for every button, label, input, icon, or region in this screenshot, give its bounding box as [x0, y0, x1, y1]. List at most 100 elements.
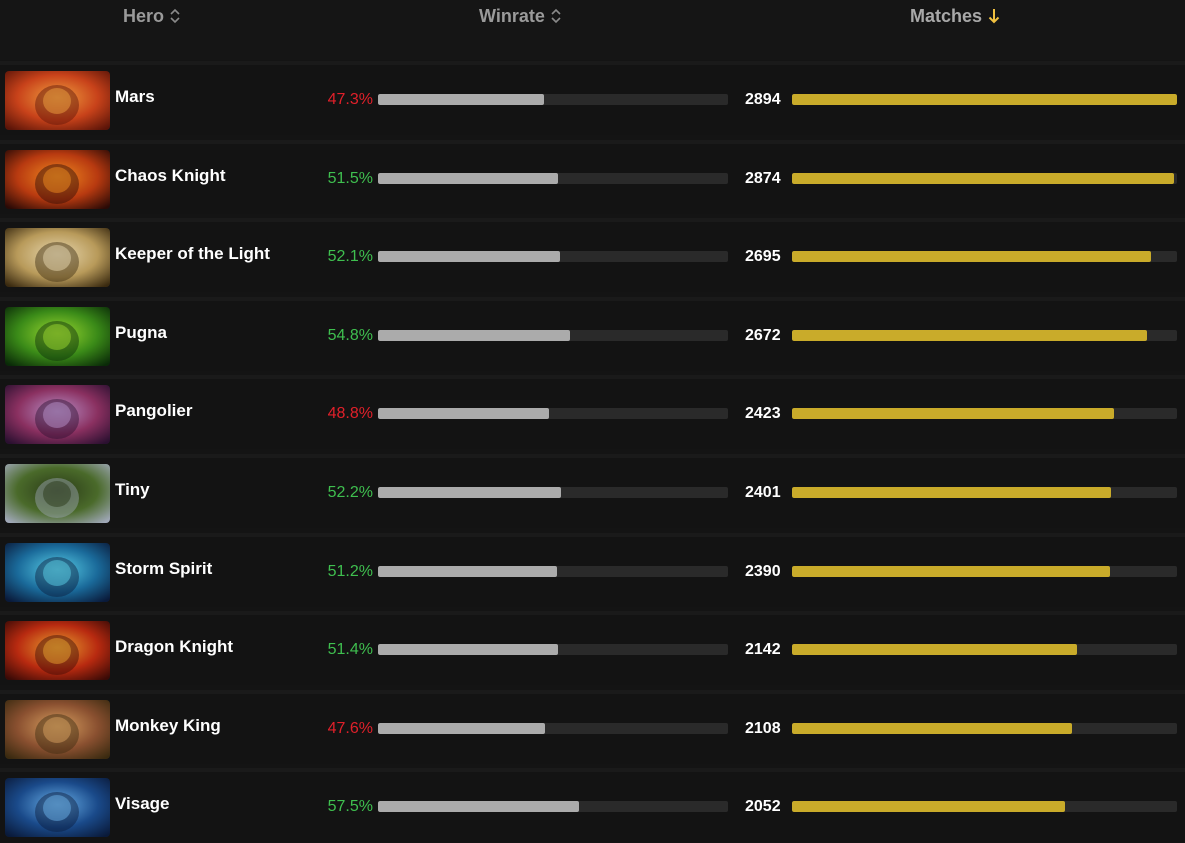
matches-bar-fill: [792, 251, 1151, 263]
matches-bar-fill: [792, 94, 1177, 105]
hero-portrait[interactable]: [5, 464, 110, 523]
hero-portrait[interactable]: [5, 385, 110, 445]
table-row[interactable]: Mars 47.3% 2894: [0, 61, 1185, 135]
table-row[interactable]: Pugna 54.8% 2672: [0, 296, 1185, 371]
matches-value: 2401: [745, 484, 781, 501]
hero-column-header[interactable]: Hero: [123, 4, 180, 28]
sort-down-arrow-icon: [988, 9, 1000, 24]
matches-bar-fill: [792, 172, 1175, 184]
matches-value: 2672: [745, 326, 781, 344]
winrate-bar-track: [378, 722, 728, 734]
matches-value: 2052: [745, 798, 781, 816]
matches-value: 2894: [745, 91, 781, 108]
winrate-bar-track: [378, 487, 728, 498]
matches-bar-track: [792, 329, 1177, 341]
hero-name[interactable]: Chaos Knight: [115, 165, 226, 185]
matches-bar-track: [792, 251, 1177, 263]
hero-portrait[interactable]: [5, 306, 110, 366]
matches-bar-track: [792, 644, 1177, 656]
winrate-bar-track: [378, 251, 728, 263]
winrate-column-header[interactable]: Winrate: [479, 4, 561, 28]
table-header: Hero Winrate Matches: [0, 0, 1185, 60]
matches-bar-fill: [792, 329, 1148, 341]
hero-portrait[interactable]: [5, 228, 110, 288]
matches-column-header[interactable]: Matches: [910, 4, 1000, 28]
table-row[interactable]: Visage 57.5% 2052: [0, 768, 1185, 843]
hero-name[interactable]: Visage: [115, 794, 170, 814]
winrate-column-label: Winrate: [479, 5, 545, 26]
winrate-value: 47.6%: [327, 719, 373, 737]
matches-value: 2108: [745, 719, 781, 737]
matches-bar-fill: [792, 644, 1077, 656]
winrate-value: 47.3%: [327, 91, 373, 108]
hero-name[interactable]: Mars: [115, 87, 155, 106]
hero-name[interactable]: Dragon Knight: [115, 637, 234, 657]
matches-bar-track: [792, 172, 1177, 184]
matches-value: 2142: [745, 641, 781, 659]
winrate-bar-fill: [378, 408, 549, 420]
hero-name[interactable]: Storm Spirit: [115, 558, 213, 578]
table-row[interactable]: Monkey King 47.6% 2108: [0, 689, 1185, 764]
matches-bar-track: [792, 94, 1177, 105]
winrate-value: 52.2%: [327, 484, 373, 501]
table-row[interactable]: Pangolier 48.8% 2423: [0, 375, 1185, 450]
hero-portrait[interactable]: [5, 778, 110, 838]
winrate-bar-fill: [378, 644, 558, 656]
winrate-bar-track: [378, 644, 728, 656]
hero-name[interactable]: Pugna: [115, 322, 167, 342]
matches-bar-track: [792, 408, 1177, 420]
winrate-bar-fill: [378, 487, 561, 498]
winrate-value: 51.4%: [327, 641, 373, 659]
table-row[interactable]: Dragon Knight 51.4% 2142: [0, 611, 1185, 686]
winrate-bar-track: [378, 329, 728, 341]
winrate-bar-fill: [378, 801, 580, 813]
winrate-bar-track: [378, 172, 728, 184]
hero-column-label: Hero: [123, 5, 165, 26]
winrate-bar-track: [378, 94, 728, 105]
sort-both-icon: [551, 8, 561, 24]
hero-portrait[interactable]: [5, 149, 110, 209]
matches-bar-fill: [792, 565, 1110, 577]
matches-bar-track: [792, 722, 1177, 734]
matches-bar-fill: [792, 722, 1073, 734]
matches-column-label: Matches: [910, 5, 983, 26]
winrate-value: 48.8%: [327, 405, 373, 423]
winrate-value: 54.8%: [327, 326, 373, 344]
winrate-bar-fill: [378, 565, 558, 577]
matches-bar-fill: [792, 408, 1115, 420]
table-row[interactable]: Tiny 52.2% 2401: [0, 454, 1185, 528]
winrate-bar-track: [378, 408, 728, 420]
hero-portrait[interactable]: [5, 542, 110, 602]
winrate-value: 51.5%: [327, 169, 373, 187]
winrate-bar-fill: [378, 172, 559, 184]
matches-value: 2423: [745, 405, 781, 423]
matches-bar-track: [792, 565, 1177, 577]
matches-bar-track: [792, 801, 1177, 813]
matches-bar-fill: [792, 487, 1112, 498]
matches-value: 2390: [745, 562, 781, 580]
winrate-bar-track: [378, 801, 728, 813]
table-row[interactable]: Chaos Knight 51.5% 2874: [0, 139, 1185, 214]
matches-bar-fill: [792, 801, 1065, 813]
winrate-value: 57.5%: [327, 798, 373, 816]
winrate-value: 51.2%: [327, 562, 373, 580]
hero-portrait[interactable]: [5, 621, 110, 681]
winrate-bar-track: [378, 565, 728, 577]
winrate-bar-fill: [378, 329, 570, 341]
hero-name[interactable]: Monkey King: [115, 715, 221, 735]
hero-name[interactable]: Pangolier: [115, 401, 193, 421]
sort-both-icon: [170, 8, 180, 24]
winrate-value: 52.1%: [327, 248, 373, 266]
table-row[interactable]: Storm Spirit 51.2% 2390: [0, 532, 1185, 607]
matches-bar-track: [792, 487, 1177, 498]
table-row[interactable]: Keeper of the Light 52.1% 2695: [0, 218, 1185, 293]
winrate-bar-fill: [378, 722, 545, 734]
matches-value: 2695: [745, 248, 781, 266]
hero-portrait[interactable]: [5, 71, 110, 130]
hero-name[interactable]: Keeper of the Light: [115, 244, 270, 264]
winrate-bar-fill: [378, 251, 561, 263]
hero-portrait[interactable]: [5, 699, 110, 759]
hero-name[interactable]: Tiny: [115, 480, 150, 499]
winrate-bar-fill: [378, 94, 544, 105]
